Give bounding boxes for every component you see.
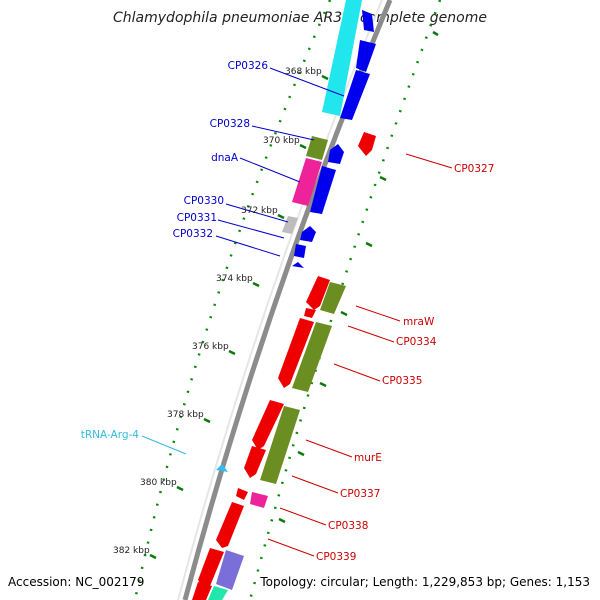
gene-label-cp0330[interactable]: CP0330	[184, 195, 224, 207]
forward-genes	[216, 10, 376, 472]
gene-cp0326-b[interactable]	[340, 70, 370, 120]
tick-label: 368 kbp	[285, 67, 322, 77]
gene-label-cp0338[interactable]: CP0338	[328, 520, 368, 532]
forward-labels: CP0326 CP0328 dnaA CP0330 CP0331 CP0332 …	[81, 60, 269, 441]
gene-cp0327[interactable]	[358, 132, 376, 156]
gene-mraW-olive[interactable]	[320, 282, 346, 314]
feature-teal[interactable]	[208, 586, 228, 600]
gene-label-cp0332[interactable]: CP0332	[173, 228, 213, 240]
reverse-genes	[192, 132, 376, 600]
gene-label-dnaA[interactable]: dnaA	[211, 152, 239, 164]
gene-cp0332-tail[interactable]	[292, 262, 304, 268]
gene-cp0335[interactable]	[278, 318, 314, 388]
tick-label: 376 kbp	[192, 342, 229, 352]
gene-label-cp0326[interactable]: CP0326	[228, 60, 269, 72]
tick-label: 370 kbp	[263, 136, 300, 146]
genome-summary-text: Topology: circular; Length: 1,229,853 bp…	[260, 575, 590, 589]
feature-cyan[interactable]	[322, 0, 362, 116]
gene-trna-arg-4[interactable]	[216, 464, 228, 472]
gene-label-murE[interactable]: murE	[354, 452, 382, 464]
gene-cp0332[interactable]	[294, 244, 306, 258]
gene-murE-olive[interactable]	[260, 406, 300, 484]
gene-label-cp0334[interactable]: CP0334	[396, 336, 437, 348]
gene-label-cp0337[interactable]: CP0337	[340, 488, 380, 500]
gene-murE[interactable]	[252, 400, 284, 450]
tick-label: 378 kbp	[167, 410, 204, 420]
gene-label-cp0339[interactable]: CP0339	[316, 551, 356, 563]
forward-connectors	[215, 67, 345, 257]
gene-cp0328[interactable]	[328, 144, 344, 164]
tick-label: 374 kbp	[216, 274, 253, 284]
tick-label: 380 kbp	[140, 478, 177, 488]
feature-magenta-2[interactable]	[250, 492, 268, 508]
gene-cp0335-olive[interactable]	[292, 322, 332, 392]
reverse-connectors	[267, 153, 453, 557]
tick-label: 382 kbp	[113, 546, 150, 556]
gene-dnaA[interactable]	[310, 166, 336, 214]
gene-bottom[interactable]	[192, 582, 212, 600]
outer-ring-dashes	[278, 30, 439, 524]
accession-text: Accession: NC_002179	[8, 575, 145, 589]
feature-violet[interactable]	[216, 550, 244, 590]
trna-connector	[141, 435, 187, 455]
gene-label-mraW[interactable]: mraW	[403, 316, 435, 328]
gene-label-cp0327[interactable]: CP0327	[454, 163, 494, 175]
tick-labels: 368 kbp 370 kbp 372 kbp 374 kbp 376 kbp …	[113, 67, 322, 556]
gene-label-cp0328[interactable]: CP0328	[210, 118, 250, 130]
tick-label: 372 kbp	[241, 206, 278, 216]
gene-cp0339[interactable]	[216, 502, 244, 548]
tick-dashes	[149, 74, 329, 560]
gene-label-trna-arg-4[interactable]: tRNA-Arg-4	[81, 429, 140, 441]
gene-cp0326[interactable]	[356, 40, 376, 72]
feature-magenta-1[interactable]	[292, 158, 322, 206]
feature-grey[interactable]	[282, 216, 298, 234]
map-title: Chlamydophila pneumoniae AR39, complete …	[113, 10, 487, 26]
gene-cp0338[interactable]	[236, 488, 248, 500]
feature-olive-1[interactable]	[306, 136, 328, 160]
gene-cp0337[interactable]	[244, 446, 266, 478]
gene-mraW[interactable]	[306, 276, 330, 310]
backbone-inner	[177, 0, 383, 600]
inner-tick-ring	[133, 0, 332, 600]
feature-blocks	[208, 0, 362, 600]
gene-label-cp0335[interactable]: CP0335	[382, 375, 422, 387]
gene-cp0334[interactable]	[304, 308, 316, 318]
gene-cp0326-part1[interactable]	[362, 10, 374, 32]
gene-cp0339-b[interactable]	[198, 548, 224, 590]
gene-label-cp0331[interactable]: CP0331	[177, 212, 217, 224]
reverse-labels: CP0327 mraW CP0334 CP0335 murE CP0337 CP…	[316, 163, 494, 563]
gene-cp0331[interactable]	[300, 226, 316, 242]
